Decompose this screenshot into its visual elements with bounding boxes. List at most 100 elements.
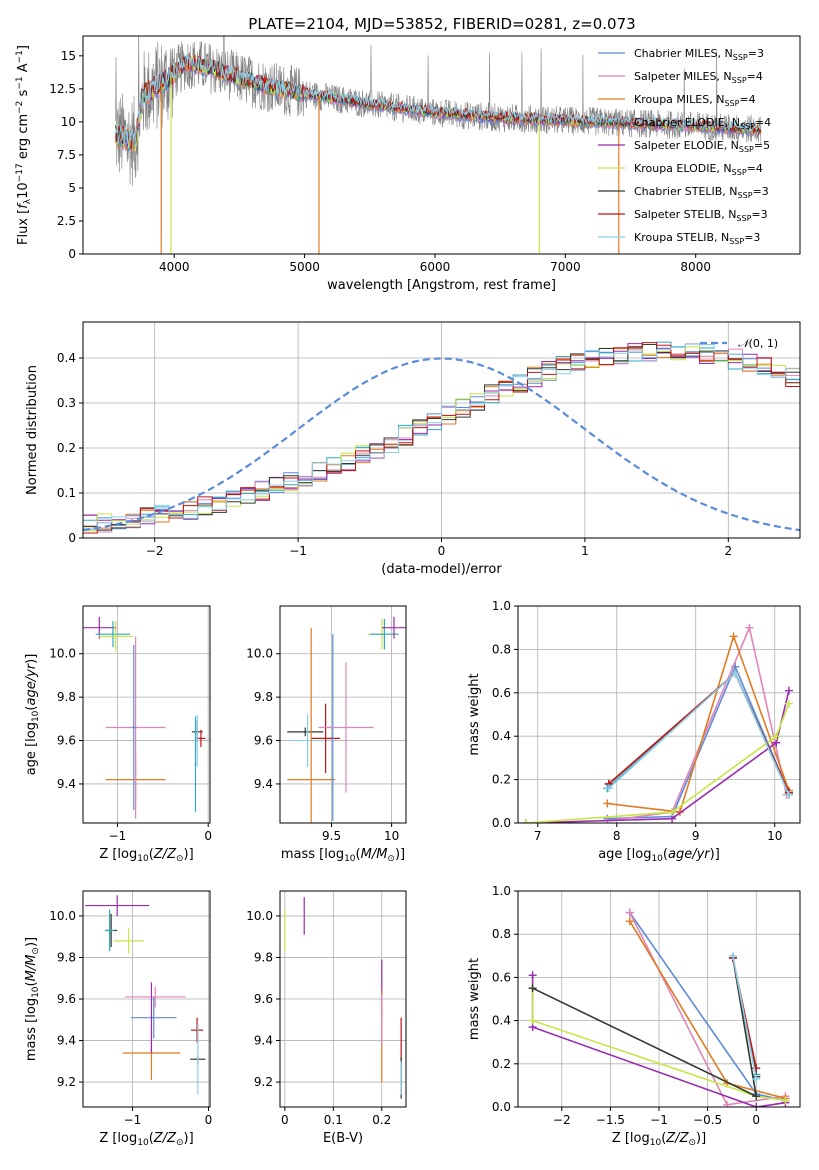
weight-line-kroupa-stelib	[608, 671, 790, 796]
x-axis-label: mass [log10(M/M⊙)]	[281, 847, 405, 864]
weight-marker	[603, 799, 612, 808]
mass-weight-vs-age-chart: 7 8 9 10 0.0 0.2 0.4 0.6 0.8 1.0 mass weight age [l…	[467, 599, 801, 864]
charts: 4000 5000 6000 7000 800002.557.51012.515wave…	[15, 35, 801, 1148]
x-tick-label: 0	[204, 829, 212, 843]
y-tick-label: 10.0	[49, 909, 76, 923]
model-spectrum-line-kroupa-stelib	[115, 52, 762, 148]
y-axis-label: Normed distribution	[25, 365, 40, 495]
legend-entry: Chabrier STELIB, NSSP=3	[634, 185, 769, 200]
y-tick-label: 9.8	[57, 690, 76, 704]
weight-marker	[784, 699, 793, 708]
axes-frame	[82, 35, 801, 255]
weight-marker	[752, 1103, 761, 1107]
errorbar-plot-area	[83, 616, 206, 819]
y-tick-label: 1.0	[492, 599, 511, 613]
histogram-step-salpeter-elodie	[83, 343, 800, 525]
x-tick-label: 0.2	[372, 1113, 391, 1127]
x-tick-label: −1	[289, 544, 307, 558]
weight-line-salpeter-miles	[607, 625, 788, 822]
errorbar-point	[95, 621, 131, 648]
age-vs-metallicity-chart: −1 0 9.4 9.6 9.8 10.0 Z [log10(Z/Z⊙)] age [log1…	[24, 605, 212, 864]
weight-line-kroupa-miles	[607, 633, 790, 813]
weight-marker	[772, 732, 781, 741]
axes-frame	[82, 605, 211, 824]
y-tick-label: 9.4	[57, 777, 76, 791]
weight-marker	[521, 819, 530, 823]
x-tick-label: −2	[146, 544, 164, 558]
x-tick-label: 0	[752, 1113, 760, 1127]
y-axis-label: Flux [fλ10−17 erg cm−2 s−1 A−1]	[15, 45, 33, 245]
histogram-step-salpeter-stelib	[83, 342, 800, 534]
histogram-step-chabrier-miles	[83, 350, 800, 531]
figure-title: PLATE=2104, MJD=53852, FIBERID=0281, z=0…	[248, 15, 635, 33]
x-tick-label: −1	[109, 829, 127, 843]
histogram-plot-area	[83, 341, 800, 534]
legend-entry: Salpeter MILES, NSSP=4	[634, 70, 763, 85]
weights-plot-area	[521, 623, 793, 823]
x-tick-label: 1	[581, 544, 589, 558]
weight-line-kroupa-elodie	[525, 703, 790, 823]
weight-line-kroupa-stelib	[732, 955, 757, 1080]
weight-marker	[528, 984, 537, 993]
histogram-step-salpeter-miles	[83, 343, 800, 533]
y-tick-label: 9.2	[57, 1075, 76, 1089]
histogram-step-kroupa-elodie	[83, 346, 800, 532]
errorbar-plot-area	[287, 616, 406, 823]
errorbar-point	[150, 982, 153, 1053]
errorbar-point	[98, 621, 133, 652]
x-axis-label: E(B-V)	[323, 1131, 363, 1146]
errorbar-point	[194, 716, 197, 813]
y-tick-label: 0.8	[492, 927, 511, 941]
legend-entry: Kroupa MILES, NSSP=4	[634, 93, 756, 108]
x-tick-label: 9	[692, 829, 700, 843]
x-tick-label: 7000	[550, 260, 581, 274]
y-tick-label: 12.5	[49, 82, 76, 96]
mass-vs-ebv-chart: 0 0.1 0.2 9.2 9.4 9.6 9.8 10.0 E(B-V)	[246, 890, 407, 1146]
y-tick-label: 0.4	[57, 351, 76, 365]
y-tick-label: 0.2	[492, 773, 511, 787]
y-tick-label: 10	[61, 115, 76, 129]
axes-frame	[517, 890, 801, 1108]
y-tick-label: 9.6	[254, 992, 273, 1006]
errorbar-point	[85, 895, 150, 916]
y-tick-label: 0.4	[492, 1014, 511, 1028]
y-tick-label: 9.4	[254, 1034, 273, 1048]
weight-marker	[625, 908, 634, 917]
x-tick-label: 0	[205, 1113, 213, 1127]
weight-marker	[728, 951, 737, 960]
x-tick-label: 0.1	[324, 1113, 343, 1127]
y-tick-label: 0.0	[492, 1100, 511, 1114]
model-spectrum-line-chabrier-stelib	[115, 55, 762, 147]
y-tick-label: 0.6	[492, 686, 511, 700]
mass-weight-vs-metallicity-chart: −2 −1.5 −1 −0.5 0 0.0 0.2 0.4 0.6 0.8 1.0 mass weig…	[467, 884, 801, 1148]
errorbar-point	[318, 662, 374, 793]
y-tick-label: 9.6	[254, 734, 273, 748]
residuals-chart: −2 −1 0 1 2 0 0.1 0.2 0.3 0.4 (data-model)/error No…	[25, 321, 801, 577]
errorbar-point	[287, 627, 336, 823]
y-tick-label: 9.8	[57, 950, 76, 964]
x-axis-label: Z [log10(Z/Z⊙)]	[99, 847, 193, 864]
y-tick-label: 0.2	[57, 441, 76, 455]
weight-marker	[745, 623, 754, 632]
y-tick-label: 9.4	[57, 1034, 76, 1048]
weight-line-chabrier-miles	[607, 664, 790, 820]
y-tick-label: 0.3	[57, 396, 76, 410]
legend-entry: Chabrier ELODIE, NSSP=4	[634, 116, 771, 131]
y-tick-label: 0.1	[57, 486, 76, 500]
y-tick-label: 9.6	[57, 734, 76, 748]
spectrum-plot-area	[115, 36, 762, 254]
x-axis-label: age [log10(age/yr)]	[598, 847, 720, 864]
errorbar-point	[197, 1023, 199, 1095]
weight-line-kroupa-elodie	[531, 988, 786, 1102]
x-axis-label: Z [log10(Z/Z⊙)]	[99, 1131, 193, 1148]
legend-entry: 𝒩(0, 1)	[738, 337, 778, 350]
legend-entry: Kroupa ELODIE, NSSP=4	[634, 162, 763, 177]
y-tick-label: 9.8	[254, 690, 273, 704]
y-tick-label: 0.4	[492, 729, 511, 743]
x-tick-label: 9.5	[322, 829, 341, 843]
x-tick-label: 0	[438, 544, 446, 558]
weight-marker	[752, 1074, 761, 1083]
x-tick-label: 8	[613, 829, 621, 843]
y-tick-label: 0.6	[492, 970, 511, 984]
